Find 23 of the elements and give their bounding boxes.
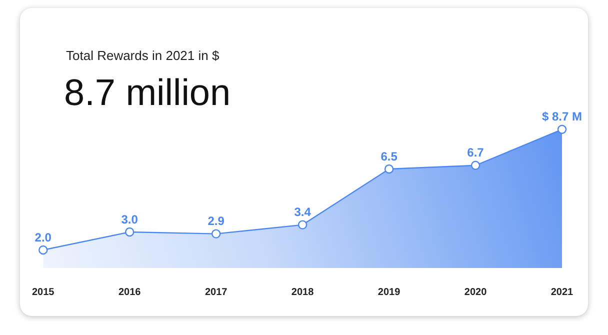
x-tick-label: 2018 — [291, 286, 314, 298]
data-label: 3.0 — [121, 212, 138, 226]
x-tick-label: 2015 — [32, 286, 55, 298]
data-label: $ 8.7 M — [542, 110, 582, 124]
chart-subtitle: 8.7 million — [64, 72, 231, 114]
x-tick-label: 2016 — [118, 286, 142, 298]
point — [557, 124, 567, 134]
chart-title: Total Rewards in 2021 in $ — [66, 48, 220, 63]
data-label: 6.7 — [467, 146, 484, 160]
point — [470, 160, 480, 170]
x-tick-label: 2020 — [464, 286, 488, 298]
x-tick-label: 2019 — [378, 286, 401, 298]
data-label: 3.4 — [294, 205, 312, 220]
point — [38, 245, 48, 255]
point — [384, 164, 394, 174]
point — [125, 227, 134, 237]
point — [298, 220, 308, 230]
x-tick-label: 2017 — [204, 286, 228, 298]
x-tick-label: 2021 — [550, 286, 574, 298]
data-label: 2.0 — [34, 230, 52, 244]
point — [211, 229, 221, 238]
data-label: 6.5 — [380, 149, 398, 164]
data-label: 2.9 — [208, 214, 225, 228]
